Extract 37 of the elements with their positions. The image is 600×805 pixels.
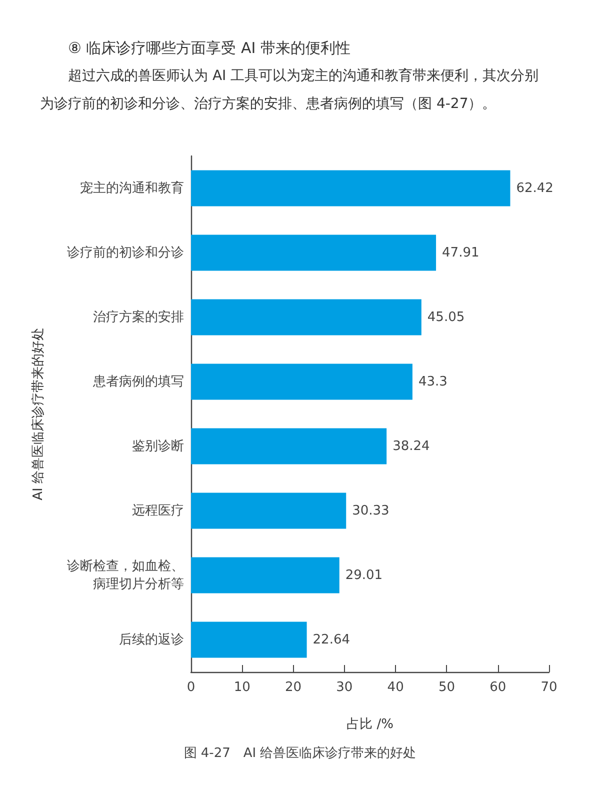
x-tick-label: 30: [336, 680, 353, 695]
bar: [191, 299, 422, 336]
bar: [191, 428, 387, 464]
bar: [191, 234, 436, 271]
y-tick-label: 远程医疗: [132, 503, 184, 518]
x-tick-label: 0: [186, 680, 196, 695]
data-label: 38.24: [392, 438, 430, 454]
data-label: 29.01: [345, 568, 383, 583]
chart-title: ⑧ 临床诊疗哪些方面享受 AI 带来的便利性: [67, 38, 352, 59]
x-axis-title: 占比 /%: [346, 717, 394, 732]
y-tick-label: 鉴别诊断: [132, 438, 184, 454]
x-tick-label: 50: [438, 680, 455, 695]
data-label: 47.91: [442, 245, 480, 260]
caption: 图 4-27 AI 给兽医临床诊疗带来的好处: [182, 745, 418, 762]
data-label: 45.05: [427, 310, 465, 325]
bar: [191, 170, 510, 206]
bar: [191, 492, 346, 529]
bar: [191, 364, 412, 400]
y-tick-label: 患者病例的填写: [92, 374, 184, 390]
y-tick-label: 诊断检查，如血检、病理切片分析等: [67, 558, 184, 592]
x-tick-label: 10: [234, 680, 250, 695]
x-tick-label: 60: [490, 680, 506, 695]
data-label: 22.64: [312, 632, 350, 648]
data-label: 30.33: [352, 503, 390, 518]
data-label: 43.3: [418, 374, 448, 390]
y-tick-label: 诊疗前的初诊和分诊: [67, 245, 184, 260]
bar: [191, 622, 307, 658]
y-tick-label: 治疗方案的安排: [93, 308, 184, 325]
x-tick-label: 20: [285, 680, 302, 695]
x-tick-label: 40: [387, 680, 404, 695]
x-tick-label: 70: [540, 680, 558, 695]
y-tick-label: 后续的返诊: [119, 632, 184, 648]
bar: [191, 557, 340, 594]
data-label: 62.42: [516, 180, 554, 196]
y-axis-title: AI 给兽医临床诊疗带来的好处: [31, 328, 46, 500]
y-tick-label: 宠主的沟通和教育: [80, 180, 184, 196]
chart-subtitle: 超过六成的兽医师认为 AI 工具可以为宠主的沟通和教育带来便利，其次分别为诊疗前的初诊和分诊、治疗方案的安排、患者病例的填写（图 4-27）。: [40, 67, 540, 114]
